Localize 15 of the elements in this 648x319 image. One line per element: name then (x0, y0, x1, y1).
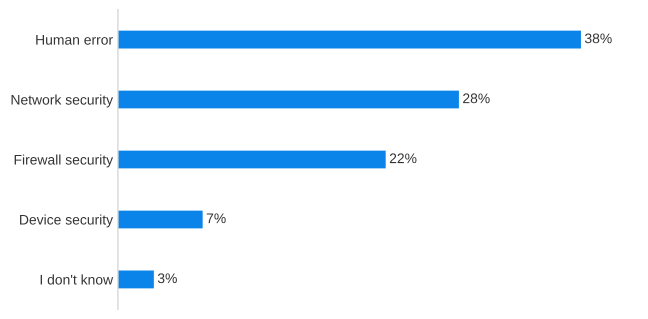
y-tick-label: Device security (20, 214, 114, 228)
data-label: 38% (584, 33, 612, 44)
y-tick-label: Network security (12, 94, 114, 108)
y-tick-label: I don't know (40, 274, 114, 285)
data-label: 22% (390, 153, 416, 164)
data-label: 3% (158, 273, 177, 284)
data-label: 28% (463, 93, 490, 104)
bar (118, 209, 204, 230)
y-tick-label: Human error (36, 35, 113, 45)
bar (118, 269, 156, 290)
bar (118, 29, 582, 50)
bar (118, 89, 460, 110)
bar (118, 149, 388, 170)
data-label: 7% (206, 213, 226, 224)
y-tick-label: Firewall security (14, 154, 114, 168)
